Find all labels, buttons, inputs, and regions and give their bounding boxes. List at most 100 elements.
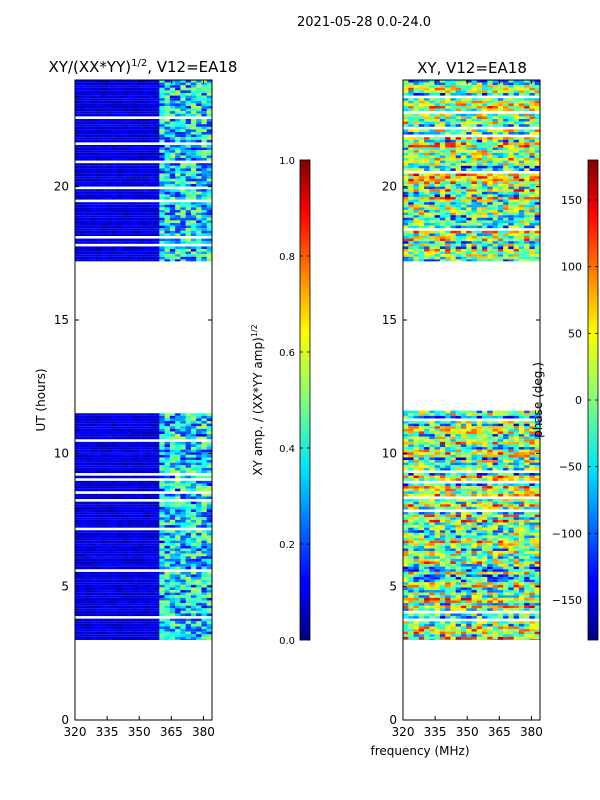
heatmap-cell — [90, 517, 97, 520]
heatmap-cell — [80, 155, 86, 158]
heatmap-cell — [482, 467, 488, 471]
heatmap-cell — [117, 238, 123, 242]
heatmap-cell — [122, 532, 129, 536]
heatmap-row — [75, 184, 213, 187]
heatmap-cell — [117, 626, 123, 630]
heatmap-cell — [132, 434, 139, 437]
heatmap-cell — [106, 454, 113, 458]
heatmap-cell — [143, 241, 150, 244]
heatmap-cell — [196, 566, 202, 570]
heatmap-cell — [408, 473, 414, 476]
heatmap-cell — [75, 121, 81, 125]
heatmap-cell — [164, 241, 171, 244]
heatmap-cell — [206, 249, 213, 252]
heatmap-cell — [175, 592, 181, 596]
heatmap-cell — [196, 165, 202, 169]
heatmap-cell — [101, 613, 108, 617]
heatmap-cell — [106, 587, 113, 591]
heatmap-cell — [122, 145, 129, 148]
heatmap-cell — [482, 426, 488, 429]
heatmap-cell — [106, 577, 113, 580]
heatmap-cell — [122, 584, 129, 588]
heatmap-cell — [513, 478, 520, 481]
heatmap-cell — [429, 410, 436, 414]
heatmap-cell — [117, 462, 123, 466]
heatmap-cell — [85, 538, 92, 541]
heatmap-cell — [482, 447, 488, 450]
heatmap-row — [75, 506, 213, 510]
heatmap-cell — [138, 241, 144, 244]
heatmap-cell — [196, 212, 202, 216]
heatmap-cell — [524, 454, 530, 458]
heatmap-cell — [75, 93, 81, 96]
heatmap-row — [75, 238, 213, 242]
heatmap-cell — [180, 223, 187, 226]
heatmap-cell — [148, 428, 155, 432]
heatmap-cell — [169, 171, 176, 174]
heatmap-cell — [143, 501, 150, 505]
heatmap-cell — [180, 465, 187, 468]
heatmap-cell — [96, 421, 102, 424]
heatmap-cell — [185, 556, 192, 559]
heatmap-cell — [117, 428, 123, 432]
heatmap-cell — [413, 421, 420, 424]
heatmap-cell — [75, 184, 81, 187]
heatmap-cell — [450, 447, 457, 450]
heatmap-cell — [164, 629, 171, 632]
heatmap-cell — [175, 543, 181, 546]
heatmap-cell — [143, 181, 150, 184]
heatmap-cell — [117, 251, 123, 255]
heatmap-cell — [154, 111, 160, 114]
heatmap-cell — [106, 113, 113, 117]
heatmap-cell — [117, 178, 123, 182]
heatmap-cell — [122, 509, 129, 513]
heatmap-cell — [196, 514, 202, 518]
heatmap-cell — [75, 597, 81, 601]
heatmap-cell — [138, 613, 144, 617]
heatmap-cell — [154, 220, 160, 223]
y-tick-label: 20 — [54, 180, 69, 194]
heatmap-cell — [439, 413, 446, 416]
heatmap-cell — [154, 636, 160, 640]
heatmap-cell — [471, 491, 478, 494]
heatmap-cell — [111, 634, 118, 637]
heatmap-cell — [413, 517, 420, 520]
heatmap-cell — [534, 439, 541, 442]
heatmap-row — [75, 470, 213, 474]
heatmap-cell — [180, 566, 187, 570]
heatmap-cell — [175, 426, 181, 429]
heatmap-cell — [80, 434, 86, 437]
heatmap-cell — [206, 493, 213, 497]
heatmap-row — [75, 95, 213, 99]
heatmap-cell — [132, 87, 139, 91]
heatmap-cell — [96, 413, 102, 416]
heatmap-cell — [487, 501, 493, 505]
heatmap-cell — [132, 483, 139, 487]
heatmap-cell — [206, 538, 213, 541]
heatmap-cell — [190, 210, 197, 213]
heatmap-cell — [169, 556, 176, 559]
heatmap-cell — [206, 176, 213, 179]
heatmap-cell — [201, 126, 208, 130]
heatmap-cell — [132, 212, 139, 216]
heatmap-cell — [196, 259, 202, 262]
heatmap-cell — [408, 501, 414, 505]
heatmap-cell — [101, 465, 108, 468]
heatmap-cell — [96, 129, 102, 132]
heatmap-cell — [534, 444, 541, 448]
heatmap-row — [75, 176, 213, 179]
heatmap-cell — [101, 597, 108, 601]
heatmap-cell — [106, 225, 113, 229]
heatmap-cell — [206, 553, 213, 557]
heatmap-cell — [190, 254, 197, 257]
heatmap-cell — [403, 415, 409, 419]
heatmap-cell — [201, 540, 208, 544]
heatmap-cell — [164, 561, 171, 565]
heatmap-cell — [138, 571, 144, 575]
heatmap-cell — [80, 259, 86, 262]
heatmap-cell — [206, 111, 213, 114]
heatmap-cell — [138, 210, 144, 213]
heatmap-cell — [169, 415, 176, 419]
heatmap-cell — [529, 506, 536, 510]
heatmap-cell — [90, 639, 97, 640]
